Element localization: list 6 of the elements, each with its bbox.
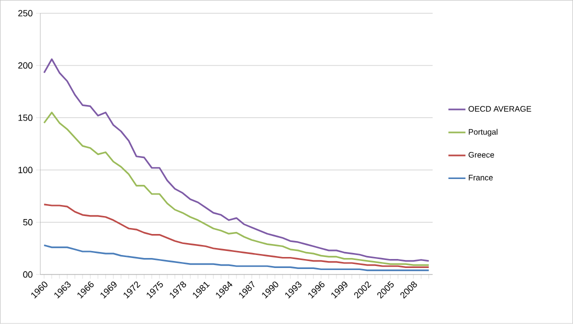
- y-tick-label: 150: [18, 114, 32, 122]
- y-tick-label: 250: [18, 10, 32, 17]
- y-tick-label: 100: [18, 166, 32, 174]
- y-tick-label: 00: [23, 271, 32, 278]
- y-tick-label: 50: [23, 219, 32, 226]
- y-tick-label: 200: [18, 62, 32, 69]
